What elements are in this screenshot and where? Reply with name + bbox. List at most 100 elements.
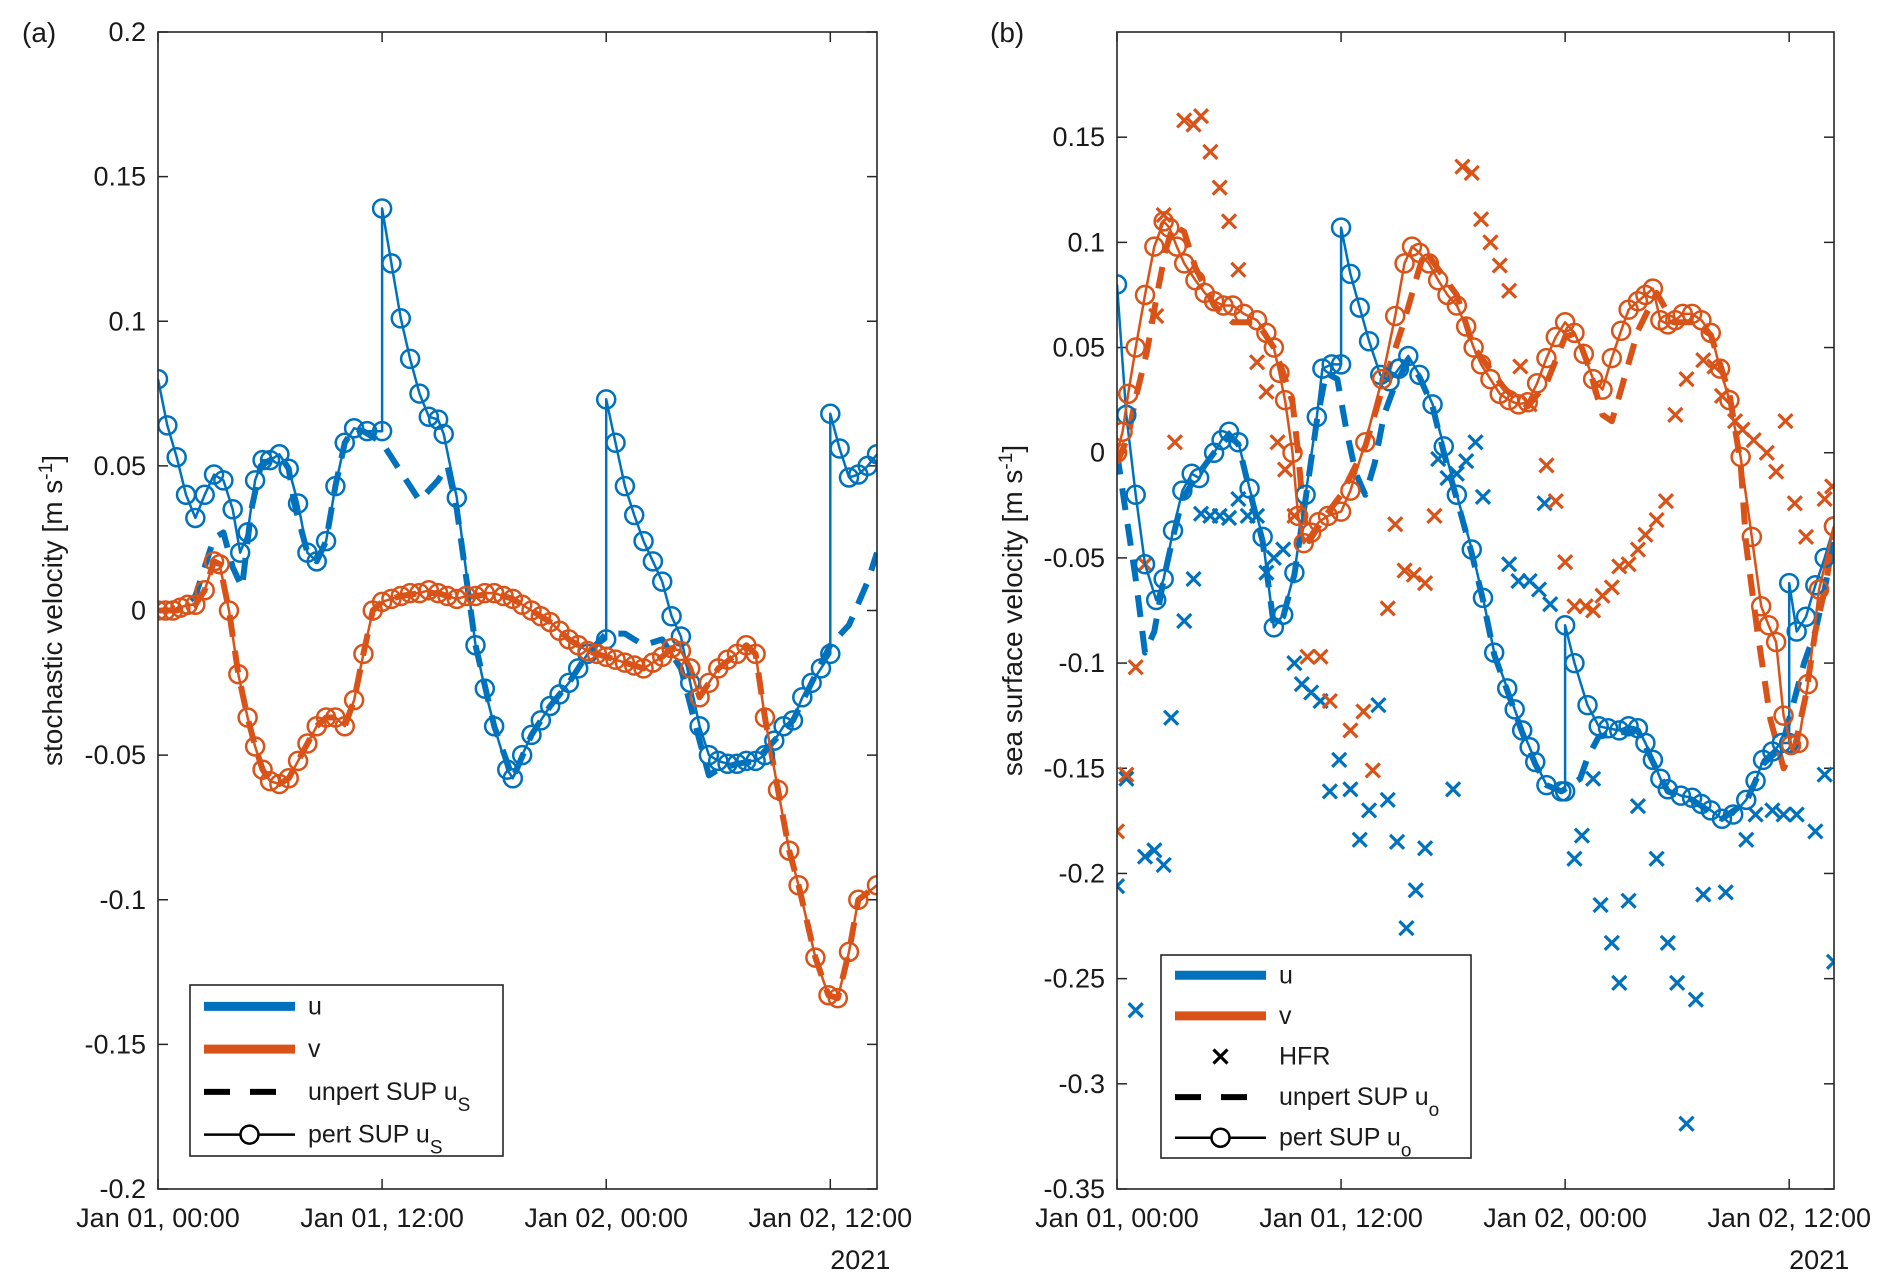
data-point-circle <box>633 530 654 552</box>
data-point-circle <box>381 253 402 274</box>
series-dashed-u <box>1117 357 1834 822</box>
data-point-circle <box>1765 631 1787 653</box>
data-point-circle <box>381 588 402 610</box>
series-circle-v <box>1117 211 1834 756</box>
data-point-cross <box>1747 806 1764 823</box>
data-point-cross <box>1396 562 1413 579</box>
data-point-cross <box>1176 112 1193 129</box>
x-tick-label: Jan 02, 12:00 <box>1707 1203 1871 1233</box>
data-point-cross <box>1472 211 1490 228</box>
y-axis-label-main: sea surface velocity [m s <box>997 470 1028 777</box>
legend-label-text: unpert SUP u <box>1279 1083 1429 1111</box>
data-point-cross <box>1669 974 1686 991</box>
data-point-cross <box>1388 833 1406 851</box>
x-tick-label: Jan 01, 00:00 <box>1035 1203 1199 1233</box>
data-point-cross <box>1387 516 1404 533</box>
data-point-cross <box>1620 892 1637 909</box>
data-point-circle <box>805 947 826 968</box>
legend-item-circle: pert SUP uo <box>1175 1124 1411 1161</box>
data-point-circle <box>1597 718 1619 739</box>
data-point-circle <box>736 750 757 772</box>
data-point-circle <box>567 658 589 679</box>
data-point-circle <box>334 432 356 453</box>
data-point-cross <box>1530 581 1548 598</box>
data-point-circle <box>605 649 626 670</box>
data-point-circle <box>623 504 645 526</box>
data-point-circle <box>409 383 430 404</box>
data-point-circle <box>502 768 524 789</box>
data-point-circle <box>1564 652 1585 674</box>
data-point-circle <box>1470 354 1492 375</box>
data-point-circle <box>595 389 617 410</box>
data-point-cross <box>1695 352 1712 369</box>
legend-label: v <box>308 1035 321 1063</box>
data-point-cross <box>1321 692 1338 710</box>
data-point-cross <box>1370 697 1387 714</box>
data-point-cross <box>1629 541 1647 558</box>
y-axis-label-sup: -1 <box>36 463 57 480</box>
data-point-cross <box>1584 602 1602 619</box>
data-point-circle <box>1554 781 1576 802</box>
legend-label: HFR <box>1279 1043 1330 1071</box>
data-point-cross <box>1788 806 1805 823</box>
legend-item-v: v <box>1175 1002 1292 1030</box>
data-point-cross <box>1603 579 1620 596</box>
data-point-cross <box>1467 434 1484 451</box>
data-point-cross <box>1166 434 1184 451</box>
data-point-circle <box>1134 553 1156 575</box>
data-point-circle <box>1504 699 1525 720</box>
data-point-circle <box>158 368 169 390</box>
data-point-circle <box>1517 391 1539 413</box>
data-point-circle <box>778 840 800 861</box>
data-point-circle <box>1233 303 1255 325</box>
data-point-cross <box>1176 612 1193 630</box>
data-point-circle <box>511 744 533 766</box>
data-point-circle <box>1433 436 1455 457</box>
data-point-cross <box>1416 840 1434 857</box>
data-point-circle <box>1711 808 1733 830</box>
data-point-circle <box>1455 316 1477 337</box>
data-point-circle <box>1418 253 1440 274</box>
data-point-circle <box>209 553 230 575</box>
data-point-cross <box>1611 974 1628 991</box>
data-point-cross <box>1312 648 1329 665</box>
data-point-circle <box>577 640 598 662</box>
data-point-circle <box>1461 539 1483 560</box>
data-point-circle <box>427 582 449 604</box>
data-point-circle <box>1340 480 1361 501</box>
data-point-cross <box>1463 164 1480 182</box>
data-point-circle <box>829 438 850 459</box>
data-point-circle <box>1745 770 1766 792</box>
data-point-circle <box>1166 236 1187 257</box>
data-point-circle <box>1700 322 1722 344</box>
data-point-cross <box>1678 1115 1695 1132</box>
data-point-cross <box>1775 806 1792 823</box>
data-point-cross <box>1118 770 1135 787</box>
series-dashed-v <box>158 558 877 1002</box>
data-point-circle <box>218 600 240 621</box>
legend-label-text: v <box>1279 1002 1292 1030</box>
data-point-cross <box>1678 370 1695 388</box>
data-point-circle <box>1446 295 1468 316</box>
data-point-circle <box>418 406 440 427</box>
data-point-circle <box>418 580 440 601</box>
legend-label-sub: S <box>458 1094 471 1115</box>
data-point-circle <box>1330 217 1352 238</box>
y-tick-label: 0.05 <box>93 451 146 481</box>
data-point-circle <box>866 875 877 896</box>
data-point-circle <box>1496 678 1518 699</box>
data-point-circle <box>1642 749 1664 771</box>
data-point-cross <box>1342 781 1359 798</box>
data-point-circle <box>194 580 215 601</box>
data-point-circle <box>244 470 266 491</box>
data-point-circle <box>1511 720 1533 741</box>
x-tick-label: Jan 01, 12:00 <box>1259 1203 1423 1233</box>
data-point-circle <box>1508 394 1529 415</box>
data-point-cross <box>1192 108 1210 125</box>
data-point-cross <box>1556 553 1574 571</box>
data-point-cross <box>1148 307 1165 325</box>
data-point-circle <box>297 733 318 754</box>
data-point-circle <box>1788 732 1809 754</box>
